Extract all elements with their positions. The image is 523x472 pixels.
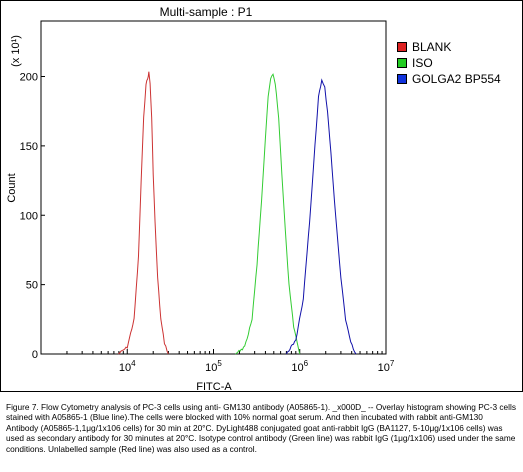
x-tick-label: 106 [291,359,308,374]
x-axis-ticks: 104 105 106 107 [40,349,395,374]
legend-swatch-golga2 [397,74,407,84]
x-tick-base: 10 [205,362,217,374]
legend-swatch-blank [397,42,407,52]
legend-item-iso: ISO [397,55,501,71]
x-tick-exponent: 7 [390,359,395,368]
y-tick-label: 50 [26,280,38,292]
series-line-blank [118,71,169,355]
x-tick-label: 107 [378,359,395,374]
x-tick-exponent: 6 [304,359,309,368]
legend-item-blank: BLANK [397,39,501,55]
y-axis-ticks: 0 50 100 150 200 [20,72,45,361]
y-tick-label: 100 [20,210,38,222]
y-axis-multiplier: (x 10¹) [10,35,22,67]
x-tick-exponent: 4 [131,359,136,368]
series-line-golga2 [285,78,357,355]
legend-label-blank: BLANK [412,40,452,54]
y-axis-label: Count [6,173,18,202]
x-tick-base: 10 [378,362,390,374]
series-line-iso [235,73,301,355]
legend-swatch-iso [397,58,407,68]
y-tick-label: 0 [32,349,38,361]
y-tick-label: 200 [20,72,38,84]
x-tick-base: 10 [119,362,131,374]
series-layer [118,71,357,355]
chart-title: Multi-sample : P1 [159,5,253,19]
legend: BLANK ISO GOLGA2 BP554 [397,39,501,87]
x-axis-label: FITC-A [196,381,232,391]
x-tick-label: 104 [119,359,136,374]
legend-label-iso: ISO [412,56,433,70]
y-tick-label: 150 [20,141,38,153]
legend-label-golga2: GOLGA2 BP554 [412,72,501,86]
legend-item-golga2: GOLGA2 BP554 [397,71,501,87]
x-tick-base: 10 [291,362,303,374]
plot-area [40,20,387,355]
figure-caption: Figure 7. Flow Cytometry analysis of PC-… [6,402,516,454]
caption-text: Figure 7. Flow Cytometry analysis of PC-… [6,402,517,454]
x-tick-label: 105 [205,359,222,374]
figure-frame: Multi-sample : P1 0 50 100 150 200 104 105 106… [0,0,523,392]
x-tick-exponent: 5 [217,359,222,368]
